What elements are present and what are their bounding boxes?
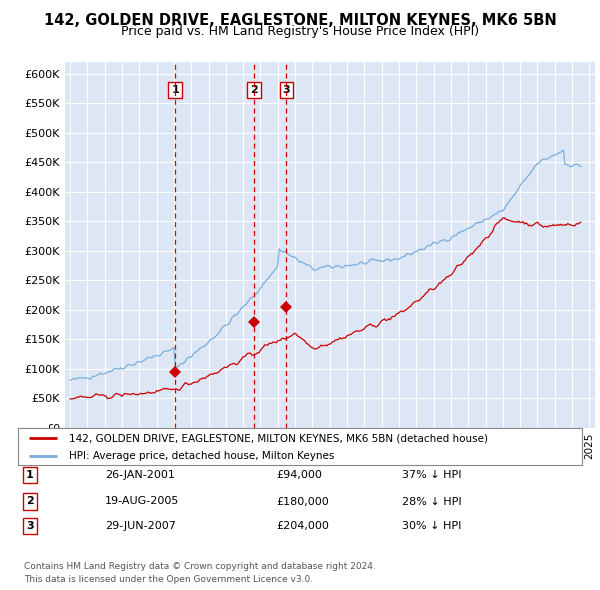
Text: 3: 3 (26, 522, 34, 531)
Text: 142, GOLDEN DRIVE, EAGLESTONE, MILTON KEYNES, MK6 5BN: 142, GOLDEN DRIVE, EAGLESTONE, MILTON KE… (44, 13, 556, 28)
Text: 19-AUG-2005: 19-AUG-2005 (105, 497, 179, 506)
Text: £180,000: £180,000 (276, 497, 329, 506)
Text: 2: 2 (250, 86, 258, 95)
Text: 30% ↓ HPI: 30% ↓ HPI (402, 522, 461, 531)
Text: 37% ↓ HPI: 37% ↓ HPI (402, 470, 461, 480)
Text: 2: 2 (26, 497, 34, 506)
Text: Price paid vs. HM Land Registry's House Price Index (HPI): Price paid vs. HM Land Registry's House … (121, 25, 479, 38)
Text: 26-JAN-2001: 26-JAN-2001 (105, 470, 175, 480)
Text: 28% ↓ HPI: 28% ↓ HPI (402, 497, 461, 506)
Text: Contains HM Land Registry data © Crown copyright and database right 2024.: Contains HM Land Registry data © Crown c… (24, 562, 376, 571)
Text: 1: 1 (171, 86, 179, 95)
Text: 142, GOLDEN DRIVE, EAGLESTONE, MILTON KEYNES, MK6 5BN (detached house): 142, GOLDEN DRIVE, EAGLESTONE, MILTON KE… (69, 433, 488, 443)
Text: HPI: Average price, detached house, Milton Keynes: HPI: Average price, detached house, Milt… (69, 451, 334, 461)
Text: 3: 3 (283, 86, 290, 95)
Text: 29-JUN-2007: 29-JUN-2007 (105, 522, 176, 531)
Text: £204,000: £204,000 (276, 522, 329, 531)
Text: 1: 1 (26, 470, 34, 480)
Text: £94,000: £94,000 (276, 470, 322, 480)
Text: This data is licensed under the Open Government Licence v3.0.: This data is licensed under the Open Gov… (24, 575, 313, 584)
